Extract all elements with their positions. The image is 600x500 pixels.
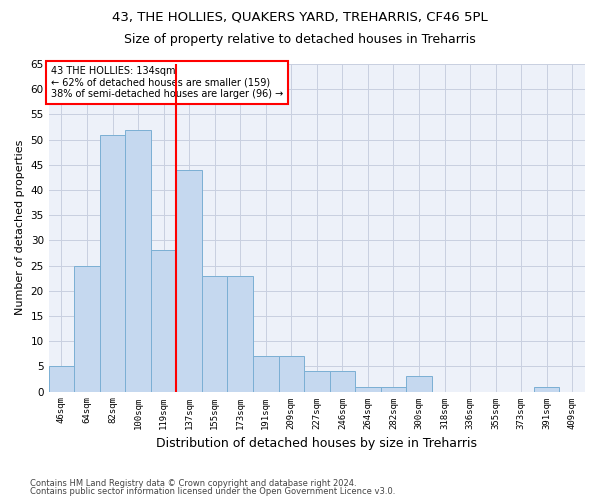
X-axis label: Distribution of detached houses by size in Treharris: Distribution of detached houses by size … [157,437,478,450]
Bar [202,276,227,392]
Bar [304,372,329,392]
Text: 43, THE HOLLIES, QUAKERS YARD, TREHARRIS, CF46 5PL: 43, THE HOLLIES, QUAKERS YARD, TREHARRIS… [112,10,488,23]
Bar [49,366,74,392]
Bar [406,376,432,392]
Bar [125,130,151,392]
Text: Contains HM Land Registry data © Crown copyright and database right 2024.: Contains HM Land Registry data © Crown c… [30,478,356,488]
Bar [100,134,125,392]
Bar [278,356,304,392]
Bar [176,170,202,392]
Bar [329,372,355,392]
Bar [227,276,253,392]
Text: 43 THE HOLLIES: 134sqm
← 62% of detached houses are smaller (159)
38% of semi-de: 43 THE HOLLIES: 134sqm ← 62% of detached… [52,66,284,99]
Y-axis label: Number of detached properties: Number of detached properties [15,140,25,316]
Bar [151,250,176,392]
Bar [74,266,100,392]
Bar [355,386,380,392]
Text: Contains public sector information licensed under the Open Government Licence v3: Contains public sector information licen… [30,487,395,496]
Bar [534,386,559,392]
Bar [253,356,278,392]
Text: Size of property relative to detached houses in Treharris: Size of property relative to detached ho… [124,32,476,46]
Bar [380,386,406,392]
